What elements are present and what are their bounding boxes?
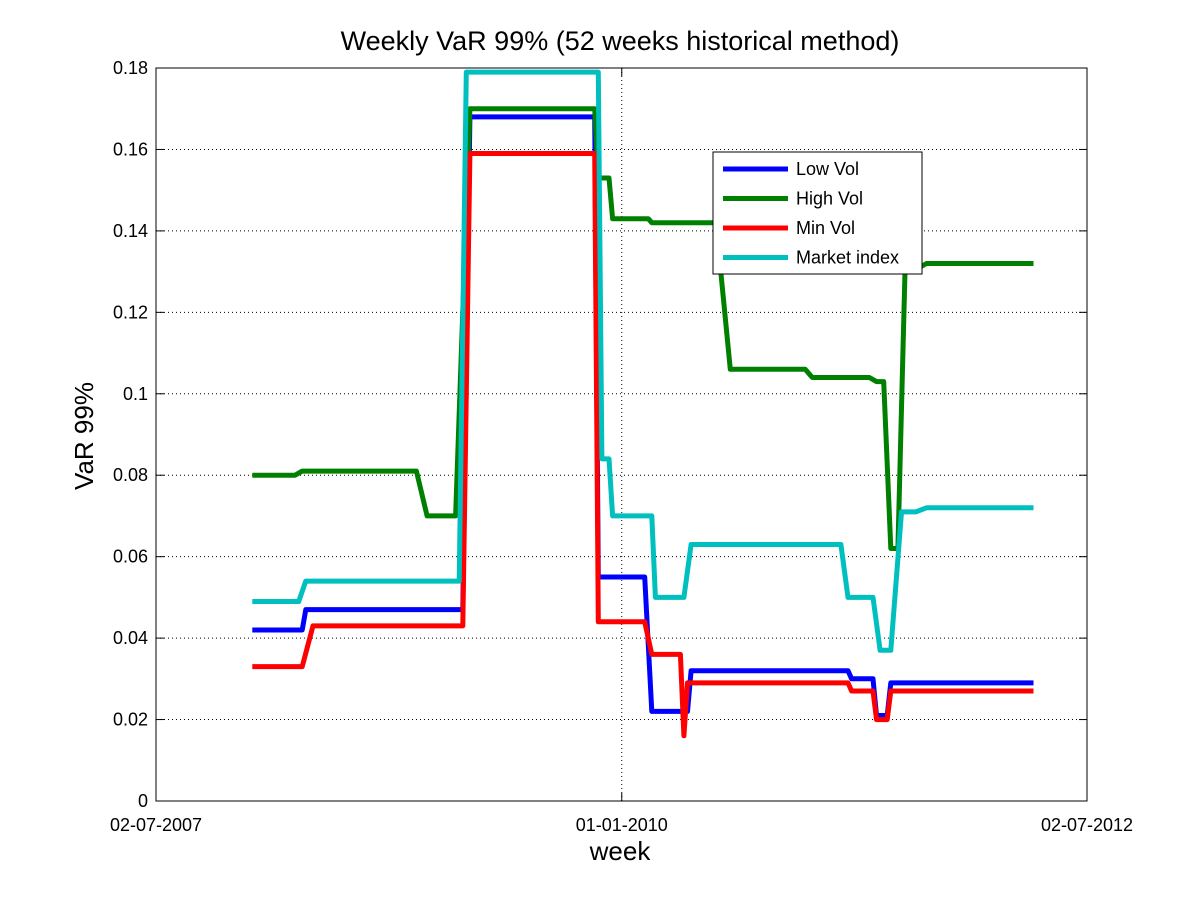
y-tick-label: 0.06: [113, 547, 148, 567]
legend-label-high-vol: High Vol: [796, 189, 863, 209]
legend-label-min-vol: Min Vol: [796, 218, 855, 238]
chart-title: Weekly VaR 99% (52 weeks historical meth…: [341, 26, 900, 56]
legend-label-low-vol: Low Vol: [796, 159, 859, 179]
legend: Low Vol High Vol Min Vol Market index: [712, 151, 923, 275]
x-tick-label: 02-07-2007: [110, 815, 202, 835]
legend-label-market-index: Market index: [796, 248, 899, 268]
y-tick-label: 0.12: [113, 302, 148, 322]
y-tick-label: 0.14: [113, 221, 148, 241]
x-axis-label: week: [589, 836, 652, 866]
y-tick-label: 0.02: [113, 710, 148, 730]
y-tick-label: 0.1: [123, 384, 148, 404]
series-lines: [252, 69, 1034, 739]
y-tick-label: 0.16: [113, 139, 148, 159]
y-tick-label: 0.04: [113, 628, 148, 648]
legend-box: [712, 151, 923, 275]
series-line-market-index: [252, 69, 1034, 653]
x-tick-label: 01-01-2010: [576, 815, 668, 835]
axis-ticks: 0 0.02 0.04 0.06 0.08 0.1 0.12 0.14 0.16 0.18 02-0…: [110, 58, 1133, 835]
plot-area: [156, 68, 1087, 801]
x-tick-label: 02-07-2012: [1041, 815, 1133, 835]
y-axis-label: VaR 99%: [69, 382, 99, 490]
series-line-min-vol: [252, 151, 1034, 739]
y-tick-label: 0: [138, 791, 148, 811]
y-tick-label: 0.18: [113, 58, 148, 78]
y-tick-label: 0.08: [113, 465, 148, 485]
